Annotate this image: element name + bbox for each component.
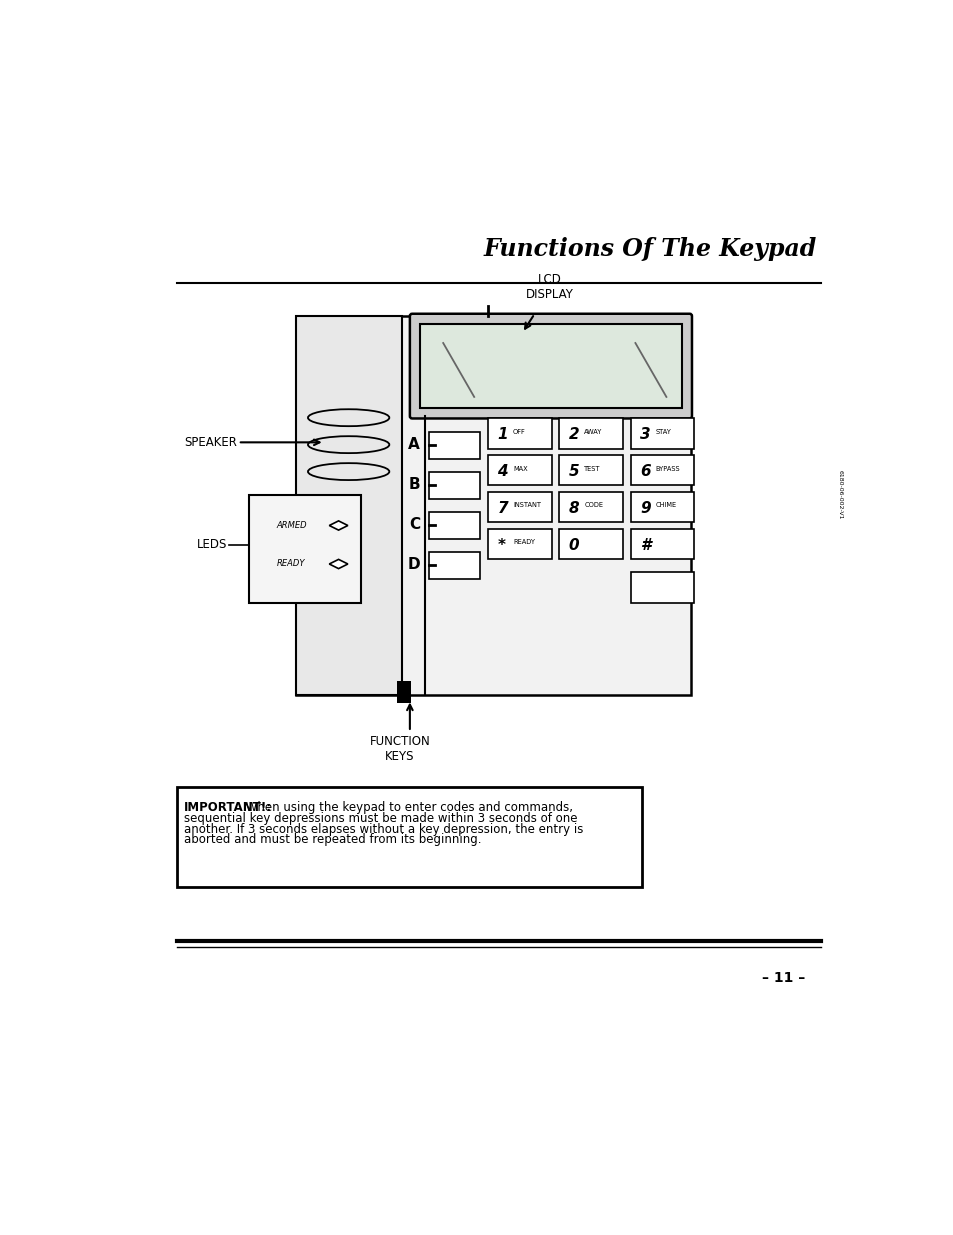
Bar bbox=[630, 454, 694, 485]
Bar bbox=[429, 431, 479, 458]
Polygon shape bbox=[329, 559, 348, 568]
Bar bbox=[249, 495, 360, 603]
Bar bbox=[488, 492, 551, 522]
Text: 4: 4 bbox=[497, 464, 508, 479]
Text: C: C bbox=[409, 517, 419, 532]
Bar bbox=[558, 529, 622, 559]
Text: aborted and must be repeated from its beginning.: aborted and must be repeated from its be… bbox=[183, 834, 480, 846]
Text: TEST: TEST bbox=[583, 466, 600, 472]
Text: BYPASS: BYPASS bbox=[655, 466, 679, 472]
Text: #: # bbox=[639, 538, 650, 553]
Text: 7: 7 bbox=[497, 501, 508, 516]
Text: Functions Of The Keypad: Functions Of The Keypad bbox=[483, 237, 816, 262]
Text: D: D bbox=[407, 557, 419, 572]
Text: another. If 3 seconds elapses without a key depression, the entry is: another. If 3 seconds elapses without a … bbox=[183, 823, 582, 836]
Bar bbox=[429, 472, 479, 499]
Bar bbox=[630, 492, 694, 522]
Bar bbox=[177, 787, 641, 888]
FancyBboxPatch shape bbox=[410, 314, 691, 419]
Text: 8: 8 bbox=[568, 501, 578, 516]
Bar bbox=[558, 417, 622, 448]
Text: 6: 6 bbox=[639, 464, 650, 479]
Text: CHIME: CHIME bbox=[655, 503, 676, 509]
Text: OFF: OFF bbox=[513, 429, 525, 435]
Bar bbox=[488, 454, 551, 485]
Text: When using the keypad to enter codes and commands,: When using the keypad to enter codes and… bbox=[241, 802, 572, 814]
Text: 0: 0 bbox=[568, 538, 578, 553]
Text: B: B bbox=[408, 477, 419, 493]
Text: READY: READY bbox=[276, 559, 305, 568]
Bar bbox=[396, 680, 410, 703]
Text: LEDS: LEDS bbox=[197, 538, 228, 551]
Polygon shape bbox=[329, 521, 348, 530]
Bar bbox=[558, 492, 622, 522]
Bar bbox=[429, 552, 479, 579]
Text: READY: READY bbox=[513, 540, 535, 546]
Text: – 11 –: – 11 – bbox=[761, 971, 804, 986]
Bar bbox=[295, 316, 691, 695]
Text: sequential key depressions must be made within 3 seconds of one: sequential key depressions must be made … bbox=[183, 811, 577, 825]
Text: CODE: CODE bbox=[583, 503, 602, 509]
Bar bbox=[630, 417, 694, 448]
Bar bbox=[429, 511, 479, 538]
Text: SPEAKER: SPEAKER bbox=[184, 436, 236, 448]
Text: A: A bbox=[408, 437, 419, 452]
Bar bbox=[295, 316, 402, 695]
Bar bbox=[630, 529, 694, 559]
Text: 2: 2 bbox=[568, 427, 578, 442]
Text: 9: 9 bbox=[639, 501, 650, 516]
Bar bbox=[630, 572, 694, 603]
Text: *: * bbox=[497, 538, 505, 553]
Bar bbox=[419, 324, 681, 409]
Text: FUNCTION
KEYS: FUNCTION KEYS bbox=[369, 735, 430, 763]
Bar bbox=[488, 529, 551, 559]
Text: 6180-06-002-V1: 6180-06-002-V1 bbox=[837, 471, 841, 520]
Text: ARMED: ARMED bbox=[275, 521, 306, 530]
Text: AWAY: AWAY bbox=[583, 429, 602, 435]
Text: 3: 3 bbox=[639, 427, 650, 442]
Bar bbox=[558, 454, 622, 485]
Text: LCD
DISPLAY: LCD DISPLAY bbox=[526, 273, 574, 300]
Text: STAY: STAY bbox=[655, 429, 671, 435]
Text: INSTANT: INSTANT bbox=[513, 503, 540, 509]
Text: 1: 1 bbox=[497, 427, 508, 442]
Text: 5: 5 bbox=[568, 464, 578, 479]
Text: IMPORTANT!:: IMPORTANT!: bbox=[183, 802, 272, 814]
Bar bbox=[488, 417, 551, 448]
Text: MAX: MAX bbox=[513, 466, 527, 472]
